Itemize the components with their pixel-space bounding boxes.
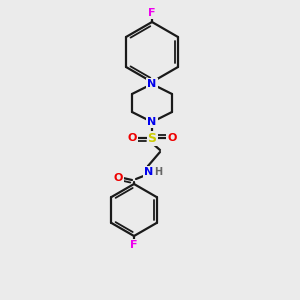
Text: F: F bbox=[130, 240, 138, 250]
Text: S: S bbox=[148, 131, 157, 145]
Text: N: N bbox=[144, 167, 154, 177]
Text: H: H bbox=[154, 167, 162, 177]
Text: N: N bbox=[147, 117, 157, 127]
Text: O: O bbox=[127, 133, 137, 143]
Text: F: F bbox=[148, 8, 156, 18]
Text: N: N bbox=[147, 79, 157, 89]
Text: O: O bbox=[167, 133, 177, 143]
Text: O: O bbox=[113, 173, 123, 183]
